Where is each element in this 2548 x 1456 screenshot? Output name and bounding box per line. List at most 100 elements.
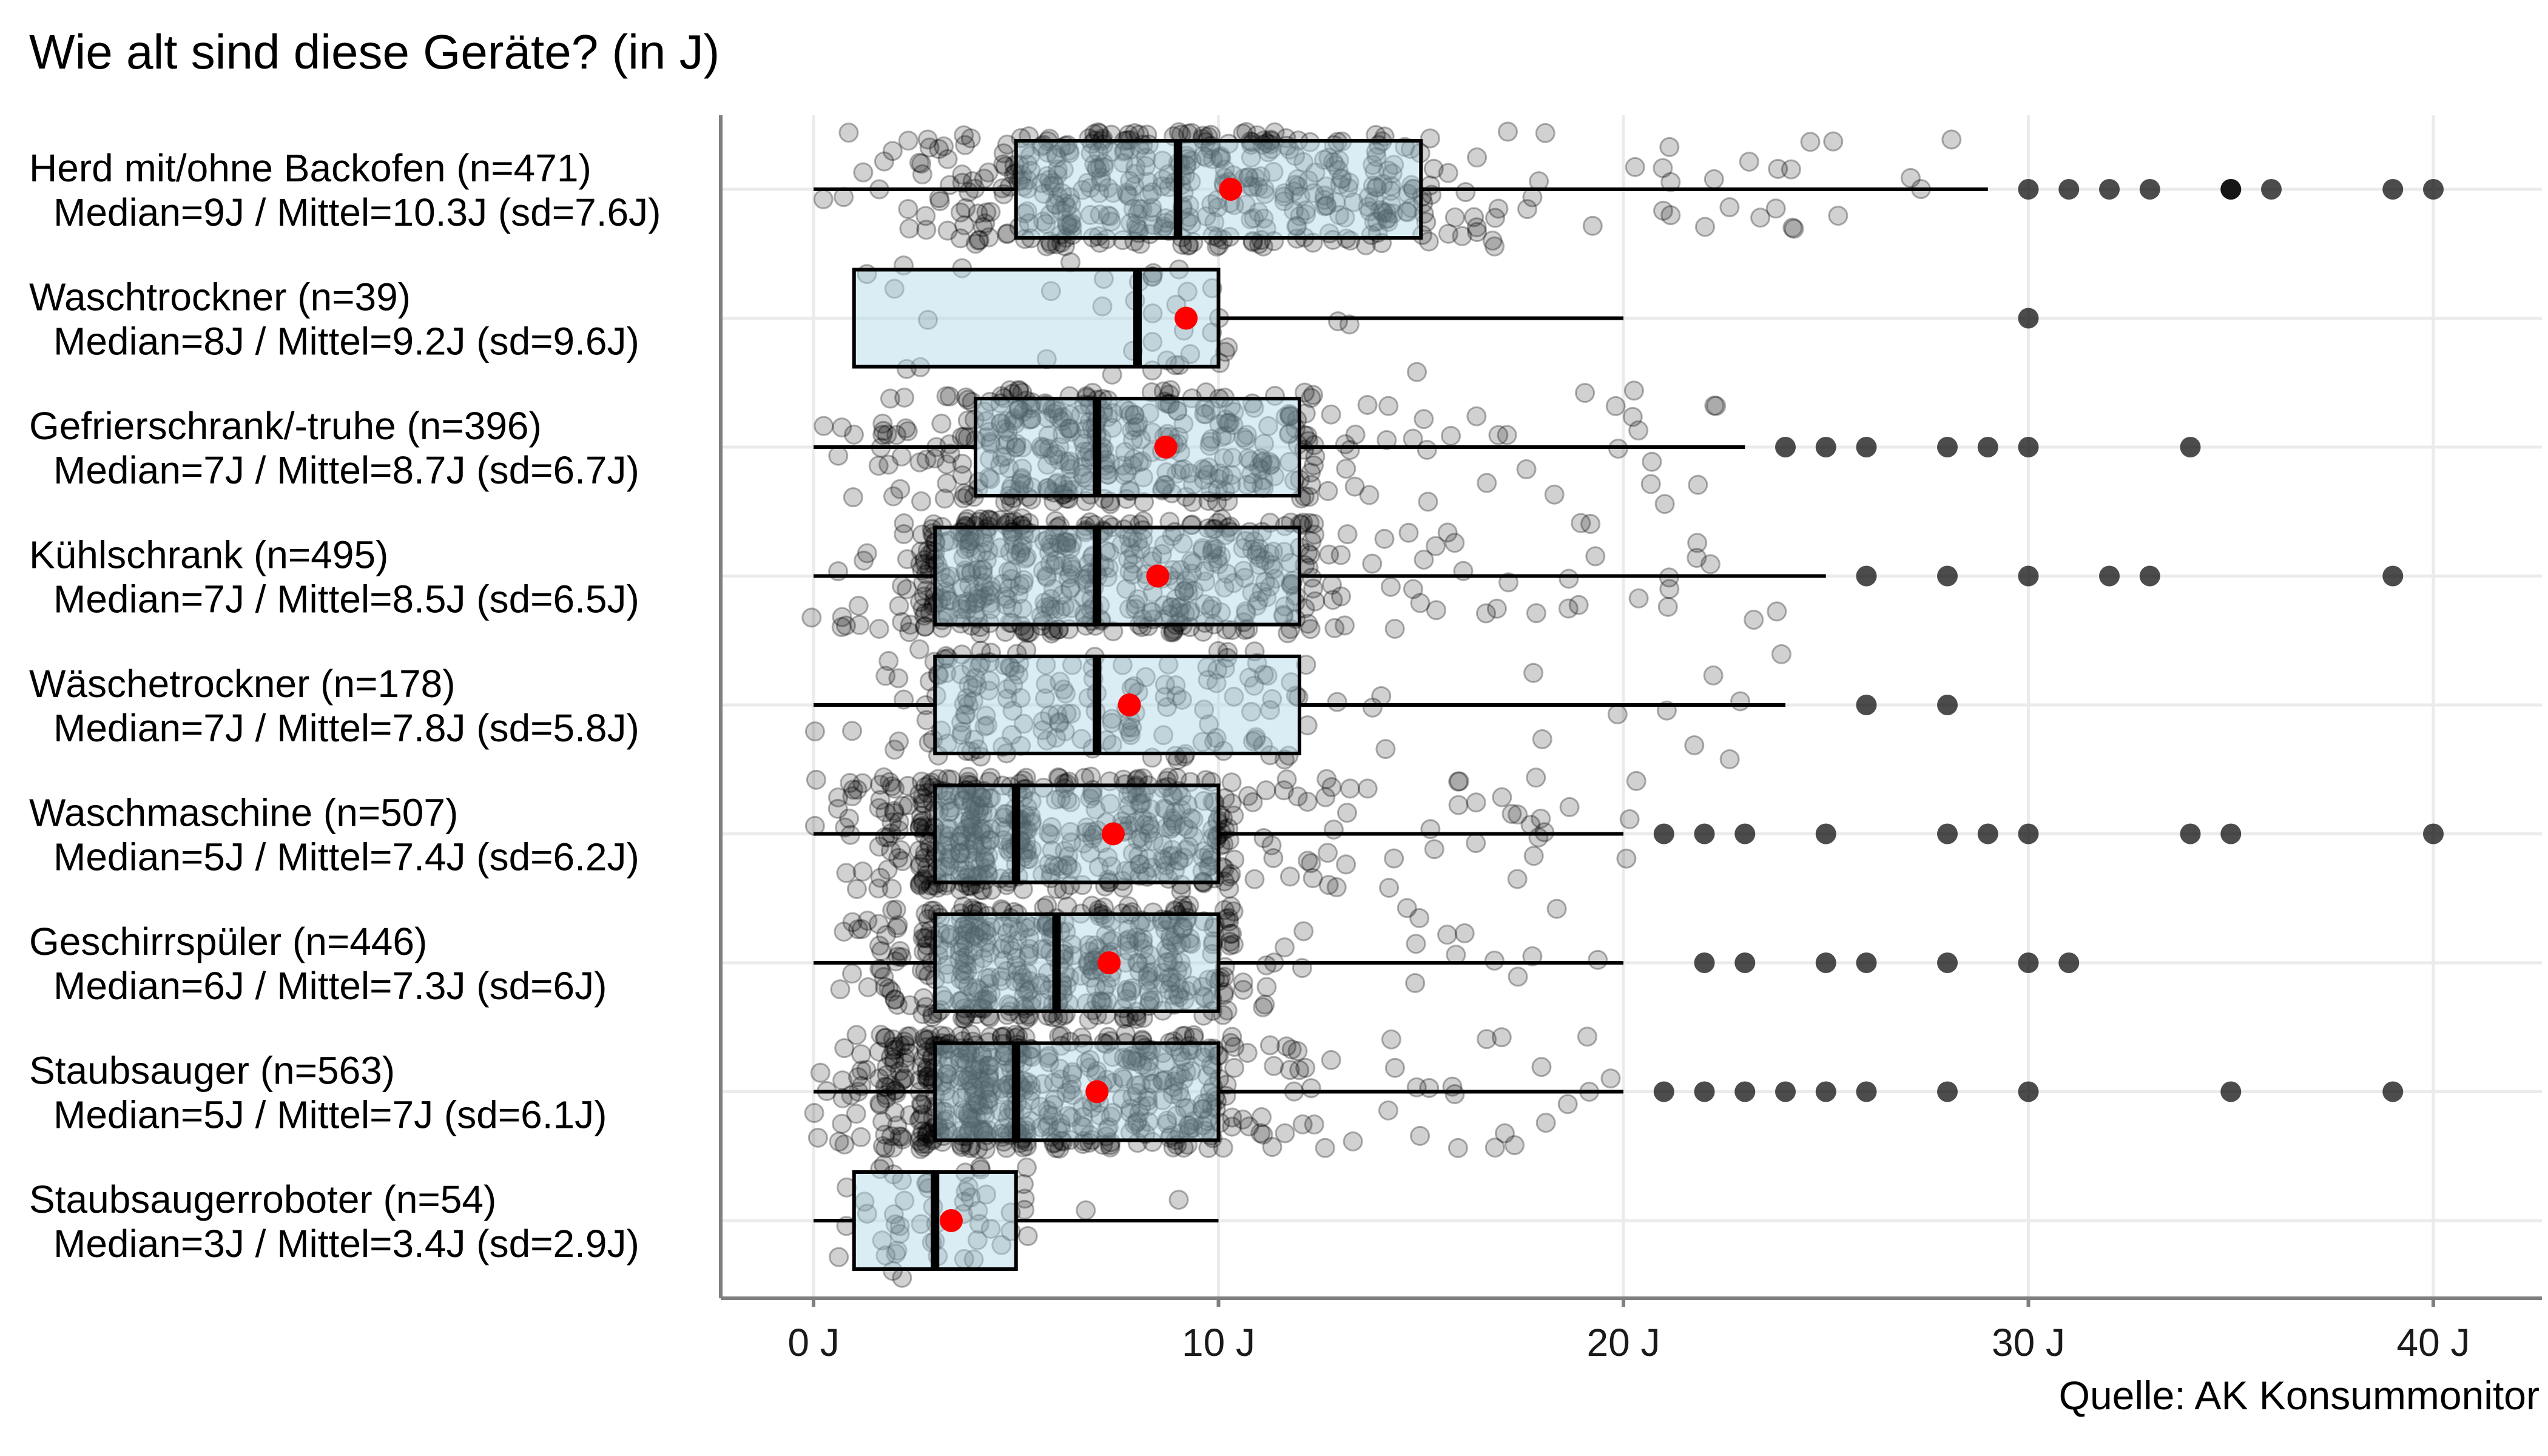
jitter-point [915, 616, 935, 637]
jitter-point [1061, 832, 1082, 853]
jitter-point [1000, 519, 1021, 540]
outlier-point [2180, 437, 2201, 457]
jitter-point [1052, 183, 1073, 203]
jitter-point [952, 790, 973, 811]
jitter-point [912, 1121, 933, 1142]
jitter-point [1062, 859, 1082, 880]
jitter-point [880, 841, 901, 861]
jitter-point [1176, 840, 1196, 860]
jitter-point [971, 821, 991, 842]
outlier-point [1694, 1081, 1715, 1102]
jitter-point [1201, 847, 1222, 868]
jitter-point [1014, 985, 1034, 1006]
jitter-point [1640, 474, 1661, 494]
jitter-point [1152, 150, 1173, 171]
box [933, 912, 1221, 1013]
jitter-point [968, 203, 988, 224]
jitter-point [1020, 160, 1041, 181]
jitter-point [1053, 160, 1074, 180]
jitter-point [1321, 777, 1342, 797]
jitter-point [992, 447, 1013, 468]
outlier-point [2220, 1081, 2242, 1102]
jitter-point [1006, 437, 1026, 457]
jitter-point [971, 542, 992, 562]
jitter-point [1255, 571, 1276, 592]
jitter-point [1036, 673, 1056, 694]
jitter-point [892, 851, 912, 871]
jitter-point [1172, 960, 1193, 981]
jitter-point [1338, 178, 1358, 198]
jitter-point [1162, 597, 1182, 618]
jitter-point [911, 491, 931, 511]
jitter-point [912, 793, 933, 814]
jitter-point [832, 417, 852, 438]
jitter-point [937, 220, 958, 241]
jitter-point [1116, 982, 1137, 1002]
jitter-point [883, 486, 904, 507]
jitter-point [877, 860, 898, 880]
jitter-point [1642, 451, 1662, 472]
jitter-point [1233, 561, 1254, 581]
jitter-point [959, 575, 980, 595]
outlier-point [2220, 179, 2242, 200]
jitter-point [1125, 164, 1145, 184]
jitter-point [1616, 848, 1637, 869]
jitter-point [952, 989, 973, 1010]
jitter-point [806, 769, 826, 790]
jitter-point [1008, 664, 1029, 685]
jitter-point [1139, 184, 1159, 205]
jitter-point [1140, 969, 1161, 990]
jitter-point [917, 540, 938, 561]
jitter-point [1224, 805, 1244, 826]
outlier-point [2382, 1081, 2404, 1102]
jitter-point [961, 562, 982, 582]
jitter-point [1159, 979, 1179, 1000]
jitter-point [1425, 536, 1446, 556]
jitter-point [1057, 855, 1078, 876]
jitter-point [830, 979, 851, 1000]
jitter-point [1358, 187, 1379, 207]
jitter-point [1301, 388, 1321, 408]
jitter-point [1112, 230, 1133, 251]
jitter-point [1121, 725, 1141, 746]
jitter-point [1012, 437, 1033, 458]
jitter-point [1139, 815, 1160, 836]
jitter-point [1132, 807, 1153, 828]
jitter-point [1000, 657, 1021, 678]
jitter-point [1056, 1003, 1076, 1024]
jitter-point [957, 594, 978, 615]
jitter-point [828, 445, 849, 466]
jitter-point [1252, 451, 1273, 472]
jitter-point [1299, 513, 1320, 533]
jitter-point [938, 848, 959, 868]
jitter-point [1364, 190, 1385, 211]
jitter-point [1009, 653, 1030, 674]
jitter-point [1053, 424, 1073, 445]
jitter-point [1233, 123, 1253, 144]
jitter-point [931, 413, 952, 434]
jitter-point [1441, 425, 1461, 446]
jitter-point [868, 456, 889, 476]
jitter-point [1080, 788, 1100, 809]
jitter-point [951, 593, 972, 614]
jitter-point [1339, 172, 1360, 193]
jitter-point [1256, 587, 1277, 607]
outlier-point [2423, 179, 2444, 200]
jitter-point [927, 859, 948, 880]
jitter-point [952, 172, 972, 193]
jitter-point [1194, 561, 1215, 581]
jitter-point [1224, 1057, 1245, 1078]
jitter-point [1424, 839, 1444, 860]
jitter-point [1036, 214, 1056, 234]
jitter-point [1179, 463, 1200, 484]
jitter-point [1122, 717, 1142, 738]
jitter-point [1124, 176, 1145, 197]
jitter-point [993, 573, 1013, 594]
jitter-point [1253, 997, 1273, 1017]
jitter-point [1254, 178, 1275, 199]
jitter-point [1167, 960, 1188, 981]
jitter-point [848, 596, 869, 616]
jitter-point [1283, 200, 1304, 221]
jitter-point [1045, 144, 1066, 165]
jitter-point [951, 843, 971, 864]
